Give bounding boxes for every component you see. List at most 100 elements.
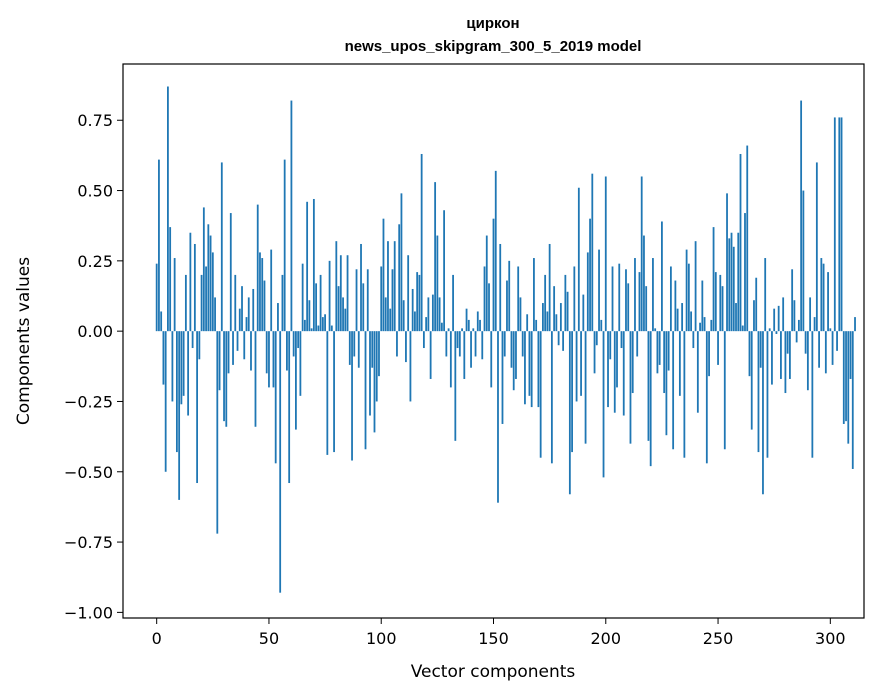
bar-303 xyxy=(836,331,838,351)
bar-166 xyxy=(528,331,531,396)
bar-28 xyxy=(218,331,221,391)
bar-141 xyxy=(472,328,475,332)
bar-26 xyxy=(214,297,216,332)
bar-257 xyxy=(732,246,735,332)
bar-172 xyxy=(542,303,544,332)
bar-96 xyxy=(371,331,374,368)
bar-89 xyxy=(355,269,358,332)
bar-311 xyxy=(854,317,856,332)
y-tick-label-3: −0.25 xyxy=(64,392,113,411)
bar-78 xyxy=(330,325,333,332)
bar-151 xyxy=(494,170,497,332)
bar-253 xyxy=(723,331,726,450)
bar-230 xyxy=(672,331,675,450)
y-tick-label-5: 0.25 xyxy=(77,252,113,271)
bar-191 xyxy=(584,331,587,444)
bar-114 xyxy=(411,288,414,332)
bar-243 xyxy=(701,280,704,332)
bar-299 xyxy=(827,272,829,332)
bar-72 xyxy=(317,325,320,332)
bar-51 xyxy=(270,249,273,332)
bar-203 xyxy=(611,266,614,332)
bar-130 xyxy=(447,328,450,332)
bar-245 xyxy=(705,331,708,464)
bar-61 xyxy=(292,331,295,357)
bar-295 xyxy=(818,331,820,368)
bar-227 xyxy=(665,331,668,436)
bar-46 xyxy=(259,252,261,332)
bar-310 xyxy=(851,331,854,469)
y-tick-label-1: −0.75 xyxy=(64,533,113,552)
bar-125 xyxy=(436,235,439,332)
bar-73 xyxy=(319,274,322,332)
x-tick-label-50: 50 xyxy=(259,629,279,648)
bar-154 xyxy=(501,331,504,424)
bar-75 xyxy=(324,314,326,332)
bar-194 xyxy=(591,173,594,332)
bar-264 xyxy=(748,331,751,377)
bar-119 xyxy=(422,331,425,349)
bar-6 xyxy=(169,227,172,332)
bar-131 xyxy=(449,331,452,388)
bar-170 xyxy=(537,331,540,408)
bar-118 xyxy=(420,153,423,332)
bar-187 xyxy=(575,331,578,402)
bar-272 xyxy=(766,331,769,458)
bar-308 xyxy=(847,331,850,444)
bar-232 xyxy=(676,308,679,332)
bar-307 xyxy=(845,331,847,422)
bar-212 xyxy=(631,331,634,394)
chart-subtitle: news_upos_skipgram_300_5_2019 model xyxy=(345,38,642,55)
bar-201 xyxy=(607,331,609,408)
bar-168 xyxy=(533,258,535,332)
bar-150 xyxy=(492,218,495,332)
bar-287 xyxy=(800,100,803,332)
bar-147 xyxy=(485,235,488,332)
bar-285 xyxy=(795,331,798,343)
bar-106 xyxy=(393,241,396,332)
bars-group xyxy=(155,86,856,593)
bar-179 xyxy=(557,331,560,346)
bar-60 xyxy=(290,100,293,332)
bar-76 xyxy=(326,331,329,455)
bar-140 xyxy=(470,331,472,368)
bar-69 xyxy=(310,328,313,332)
bar-58 xyxy=(286,331,288,371)
bar-98 xyxy=(375,331,378,402)
bar-59 xyxy=(288,331,291,484)
bar-267 xyxy=(755,277,758,332)
bar-204 xyxy=(613,331,616,413)
bar-153 xyxy=(499,243,502,332)
bar-296 xyxy=(820,258,823,332)
bar-161 xyxy=(517,266,520,332)
bar-62 xyxy=(295,331,297,430)
bar-233 xyxy=(678,331,681,396)
bar-86 xyxy=(348,331,351,365)
bar-221 xyxy=(652,258,654,332)
bar-116 xyxy=(416,272,419,332)
bar-286 xyxy=(797,319,800,332)
bar-239 xyxy=(692,331,695,349)
bar-30 xyxy=(223,331,225,422)
bar-128 xyxy=(443,210,445,332)
bar-266 xyxy=(753,300,755,332)
bar-291 xyxy=(809,297,812,332)
bar-174 xyxy=(546,311,549,332)
bar-52 xyxy=(272,331,275,388)
bar-50 xyxy=(268,331,270,388)
bar-18 xyxy=(196,331,198,484)
bar-305 xyxy=(840,117,843,332)
bar-49 xyxy=(265,331,268,374)
bar-146 xyxy=(483,266,486,332)
bar-84 xyxy=(344,308,347,332)
bar-290 xyxy=(806,331,809,391)
bar-265 xyxy=(750,331,753,430)
bar-198 xyxy=(600,319,603,332)
bar-270 xyxy=(762,331,764,495)
bar-55 xyxy=(279,331,282,593)
bar-250 xyxy=(717,331,719,365)
bar-207 xyxy=(620,331,623,349)
chart-title: циркон xyxy=(466,15,519,32)
bar-66 xyxy=(303,319,306,332)
